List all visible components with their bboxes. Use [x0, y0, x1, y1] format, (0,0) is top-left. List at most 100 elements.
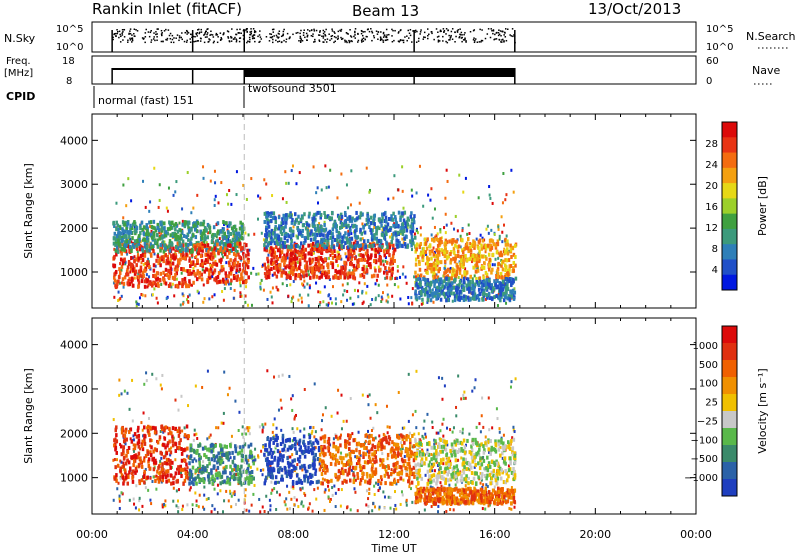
band-3-cell — [320, 248, 324, 253]
band-4-cell — [406, 222, 410, 227]
scatter-cell — [307, 304, 310, 308]
nsky-point — [334, 40, 336, 43]
band-4-cell — [279, 229, 283, 234]
scatter-cell — [493, 485, 496, 489]
scatter-cell — [369, 303, 372, 307]
scatter-cell — [303, 285, 306, 289]
band-3-cell — [310, 245, 314, 250]
band-5-cell — [421, 257, 425, 262]
nsky-point — [340, 30, 342, 32]
band-4-cell — [381, 212, 384, 217]
nsky-point — [163, 30, 166, 32]
scatter-cell — [119, 442, 122, 446]
band-4-cell — [297, 231, 301, 236]
band-3-cell — [341, 265, 345, 270]
scatter-cell — [501, 240, 504, 244]
band-5-cell — [432, 238, 436, 243]
band-5-cell — [435, 258, 438, 263]
scatter-cell — [396, 265, 399, 269]
band-4-cell — [392, 223, 395, 228]
band-6-cell — [483, 291, 486, 296]
nsky-point — [424, 36, 426, 39]
band-6-cell — [486, 295, 489, 300]
band-2-cell — [236, 274, 239, 279]
band-1-cell — [137, 241, 141, 246]
band-0-cell — [139, 256, 143, 261]
scatter-cell — [306, 469, 309, 473]
scatter-cell — [464, 443, 467, 447]
band-2-cell — [206, 252, 209, 257]
nsky-point — [206, 36, 208, 38]
scatter-cell — [149, 498, 152, 502]
scatter-cell — [380, 295, 383, 299]
nsky-point — [228, 40, 231, 42]
band-1-cell — [235, 231, 238, 236]
scatter-cell — [337, 488, 340, 492]
nsky-point — [252, 34, 254, 37]
band-1-cell — [223, 244, 226, 249]
band-5-cell — [488, 238, 492, 243]
band-6-cell — [470, 286, 473, 291]
band-2-cell — [224, 280, 227, 285]
scatter-cell — [415, 369, 418, 373]
band-1-cell — [159, 243, 163, 248]
band-1-cell — [127, 231, 131, 236]
band-2-cell — [226, 243, 230, 248]
scatter-cell — [156, 301, 159, 305]
band-6-cell — [448, 293, 451, 298]
nsky-point — [203, 41, 206, 44]
band-4-cell — [402, 218, 406, 223]
scatter-cell — [241, 425, 244, 429]
band-1-cell — [139, 226, 142, 231]
nsky-point — [171, 38, 174, 41]
nsky-point — [388, 33, 390, 36]
band-3-cell — [266, 256, 269, 261]
scatter-cell — [470, 260, 473, 264]
scatter-cell — [491, 201, 494, 205]
nsky-point — [235, 40, 238, 43]
nsky-point — [207, 41, 209, 43]
scatter-cell — [421, 448, 424, 452]
scatter-cell — [463, 390, 466, 394]
scatter-cell — [441, 397, 444, 401]
band-2-cell — [232, 265, 235, 270]
scatter-cell — [367, 403, 370, 407]
band-5-cell — [422, 246, 425, 251]
scatter-cell — [330, 414, 333, 418]
band-2-cell — [206, 243, 210, 248]
band-1-cell — [146, 226, 149, 231]
scatter-cell — [383, 506, 386, 510]
band-3-cell — [313, 271, 316, 276]
nsky-point — [272, 38, 274, 41]
nsky-point — [246, 41, 248, 44]
scatter-cell — [213, 169, 216, 173]
scatter-cell — [264, 422, 267, 426]
nsky-point — [503, 40, 505, 42]
nsky-point — [337, 35, 339, 37]
band-3-cell — [389, 242, 392, 247]
band-1-cell — [159, 248, 162, 253]
band-0-cell — [129, 266, 133, 271]
band-2-cell — [226, 254, 229, 259]
band-0-cell — [143, 253, 147, 258]
scatter-cell — [371, 470, 374, 474]
scatter-cell — [402, 241, 405, 245]
band-3-cell — [362, 274, 366, 279]
band-0-cell — [168, 269, 171, 274]
band-0-cell — [164, 267, 168, 272]
nsky-point — [310, 34, 313, 37]
nsky-point — [344, 39, 346, 42]
band-6-cell — [426, 282, 429, 287]
band-1-cell — [145, 248, 149, 253]
band-5-cell — [480, 243, 483, 248]
band-6-cell — [495, 293, 498, 298]
band-3-cell — [349, 271, 352, 276]
band-4-cell — [349, 228, 352, 233]
scatter-cell — [348, 269, 351, 273]
scatter-cell — [497, 251, 500, 255]
band-4-cell — [389, 217, 393, 222]
band-3-cell — [352, 248, 355, 253]
nsearch-tick-top: 10^5 — [706, 24, 733, 35]
band-3-cell — [275, 274, 279, 279]
scatter-cell — [301, 486, 304, 490]
